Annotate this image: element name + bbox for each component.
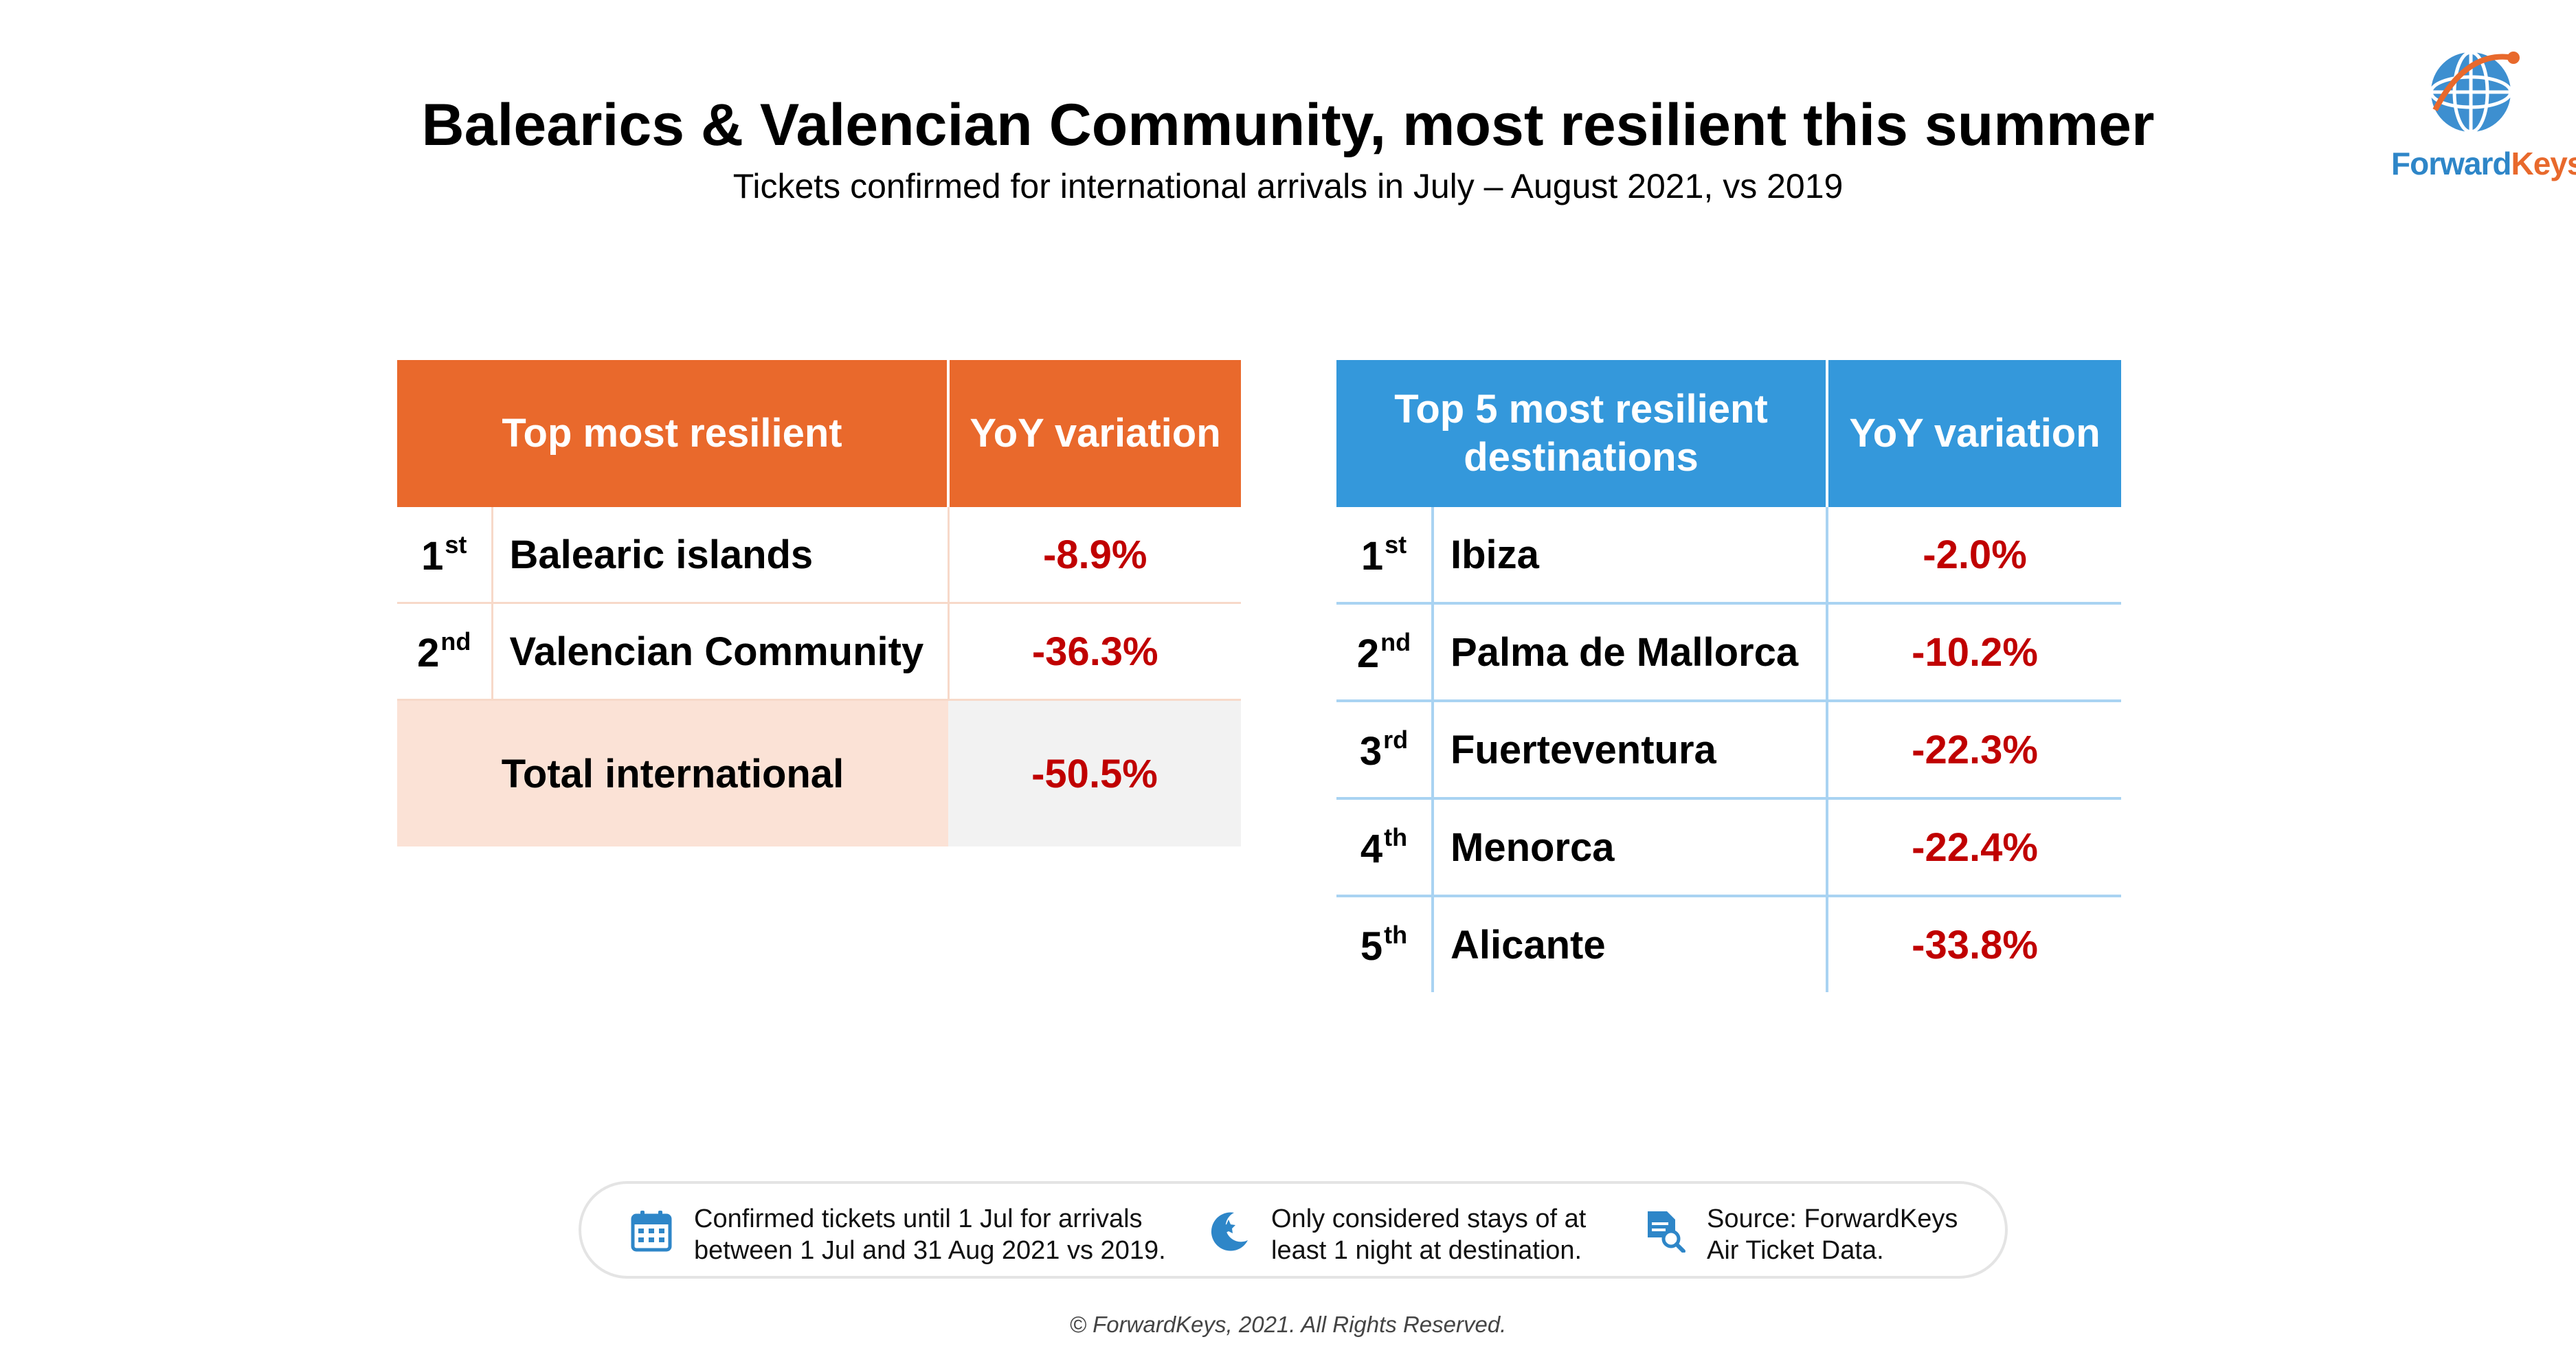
- rank-cell: 1st: [397, 507, 492, 604]
- rank-number: 5: [1360, 923, 1383, 969]
- table-row: 2nd Valencian Community -36.3%: [397, 603, 1241, 701]
- yoy-value: -36.3%: [947, 603, 1241, 701]
- rank-cell: 5th: [1336, 896, 1433, 992]
- note-line: Only considered stays of at: [1271, 1204, 1587, 1233]
- copyright: © ForwardKeys, 2021. All Rights Reserved…: [1069, 1312, 1507, 1337]
- total-value: -50.5%: [948, 699, 1241, 846]
- note-line: Confirmed tickets until 1 Jul for arriva…: [694, 1204, 1143, 1233]
- column-header-yoy-variation: YoY variation: [1826, 360, 2122, 507]
- region-name: Balearic islands: [491, 507, 948, 604]
- top-regions-table: Top most resilient YoY variation 1st Bal…: [397, 360, 1241, 846]
- yoy-value: -33.8%: [1826, 896, 2122, 992]
- note-text: Confirmed tickets until 1 Jul for arriva…: [694, 1203, 1166, 1266]
- destination-name: Palma de Mallorca: [1431, 603, 1828, 702]
- logo-text-forward: Forward: [2391, 146, 2511, 181]
- page-subtitle: Tickets confirmed for international arri…: [732, 167, 1844, 205]
- logo-wordmark: ForwardKeys: [2391, 144, 2576, 183]
- yoy-value: -22.3%: [1826, 701, 2122, 800]
- column-header-top-most-resilient: Top most resilient: [397, 360, 948, 507]
- document-search-icon: [1648, 1211, 1685, 1253]
- rank-number: 4: [1360, 826, 1383, 871]
- rank-number: 1: [1360, 533, 1384, 579]
- table-row: 1st Ibiza -2.0%: [1336, 507, 2122, 605]
- forwardkeys-logo: ForwardKeys: [2391, 43, 2576, 187]
- destination-name: Menorca: [1431, 798, 1828, 897]
- page-title: Balearics & Valencian Community, most re…: [421, 92, 2155, 158]
- destination-name: Fuerteventura: [1431, 701, 1828, 800]
- rank-suffix: th: [1384, 822, 1408, 851]
- table-row: 1st Balearic islands -8.9%: [397, 507, 1241, 604]
- logo-text-keys: Keys: [2511, 146, 2576, 181]
- region-name: Valencian Community: [491, 603, 948, 701]
- note-line: between 1 Jul and 31 Aug 2021 vs 2019.: [694, 1236, 1166, 1265]
- rank-number: 2: [1356, 631, 1380, 676]
- globe-icon: [2429, 50, 2520, 134]
- yoy-value: -8.9%: [947, 507, 1241, 604]
- rank-cell: 1st: [1336, 507, 1433, 605]
- rank-suffix: nd: [1380, 627, 1411, 656]
- column-header-yoy-variation: YoY variation: [947, 360, 1241, 507]
- rank-cell: 4th: [1336, 798, 1433, 897]
- yoy-value: -22.4%: [1826, 798, 2122, 897]
- table-row: 4th Menorca -22.4%: [1336, 798, 2122, 897]
- yoy-value: -2.0%: [1826, 507, 2122, 605]
- rank-suffix: st: [445, 530, 467, 559]
- column-header-top-5-destinations: Top 5 most resilient destinations: [1336, 360, 1828, 507]
- total-label: Total international: [397, 699, 948, 846]
- table-row: 3rd Fuerteventura -22.3%: [1336, 701, 2122, 800]
- note-line: Air Ticket Data.: [1707, 1236, 1884, 1265]
- top-destinations-table: Top 5 most resilient destinations YoY va…: [1336, 360, 2122, 992]
- table-row: 2nd Palma de Mallorca -10.2%: [1336, 603, 2122, 702]
- calendar-icon: [631, 1211, 672, 1252]
- destination-name: Ibiza: [1431, 507, 1828, 605]
- rank-cell: 3rd: [1336, 701, 1433, 800]
- note-line: Source: ForwardKeys: [1707, 1204, 1958, 1233]
- destination-name: Alicante: [1431, 896, 1828, 992]
- rank-suffix: st: [1385, 530, 1407, 559]
- table-header-row: Top 5 most resilient destinations YoY va…: [1336, 360, 2122, 507]
- rank-cell: 2nd: [1336, 603, 1433, 702]
- rank-number: 3: [1359, 728, 1382, 774]
- rank-suffix: nd: [440, 627, 471, 655]
- table-header-row: Top most resilient YoY variation: [397, 360, 1241, 507]
- table-row: 5th Alicante -33.8%: [1336, 896, 2122, 992]
- moon-icon: [1211, 1212, 1248, 1251]
- methodology-notes: Confirmed tickets until 1 Jul for arriva…: [579, 1181, 2008, 1279]
- total-row: Total international -50.5%: [397, 699, 1241, 846]
- rank-number: 2: [417, 630, 440, 675]
- note-text: Source: ForwardKeys Air Ticket Data.: [1707, 1203, 1958, 1266]
- rank-cell: 2nd: [397, 603, 492, 701]
- rank-number: 1: [421, 533, 444, 579]
- rank-suffix: rd: [1383, 725, 1409, 754]
- rank-suffix: th: [1384, 920, 1408, 949]
- note-text: Only considered stays of at least 1 night…: [1271, 1203, 1586, 1266]
- note-line: least 1 night at destination.: [1271, 1236, 1582, 1265]
- yoy-value: -10.2%: [1826, 603, 2122, 702]
